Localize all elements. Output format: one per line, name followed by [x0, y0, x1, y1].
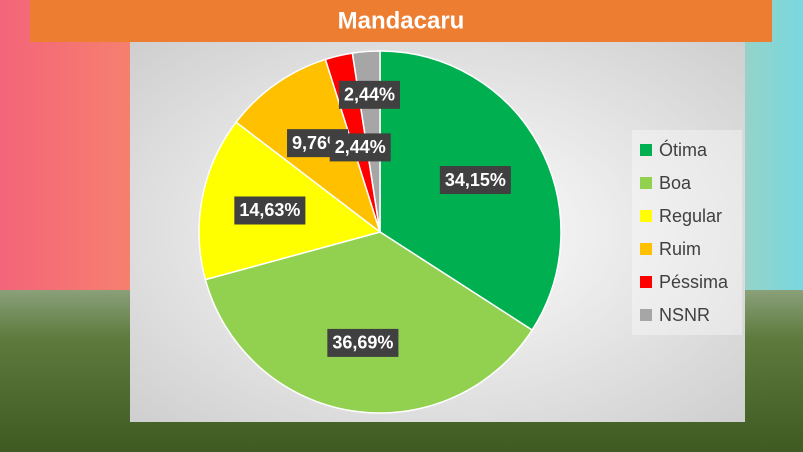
legend-swatch	[640, 210, 652, 222]
data-label-box	[234, 196, 306, 225]
data-label: 2,44%	[335, 137, 386, 157]
legend-label: Boa	[659, 173, 692, 193]
data-label: 2,44%	[344, 85, 395, 105]
data-label: 34,15%	[445, 170, 506, 190]
chart-title: Mandacaru	[338, 7, 465, 34]
data-label-box	[329, 133, 391, 162]
pie-slice	[204, 231, 534, 414]
data-label: 36,69%	[332, 333, 393, 353]
data-label-box	[338, 80, 401, 109]
legend-label: Ruim	[659, 239, 701, 259]
legend-swatch	[640, 177, 652, 189]
legend-swatch	[640, 276, 652, 288]
legend-box	[632, 130, 742, 335]
data-label-box	[439, 166, 511, 195]
legend-label: Ótima	[659, 139, 708, 160]
legend-label: Regular	[659, 206, 722, 226]
legend-swatch	[640, 144, 652, 156]
legend-label: NSNR	[659, 305, 710, 325]
legend-swatch	[640, 309, 652, 321]
legend-swatch	[640, 243, 652, 255]
data-label: 14,63%	[239, 200, 300, 220]
data-label-box	[327, 328, 399, 357]
title-bar	[30, 0, 772, 42]
legend-label: Péssima	[659, 272, 729, 292]
